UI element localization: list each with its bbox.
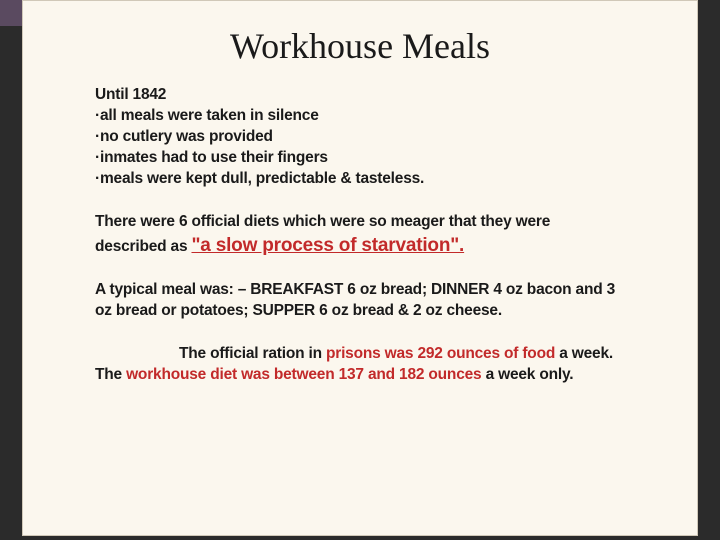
workhouse-ration-post: a week only. <box>481 366 573 383</box>
section-heading: Until 1842 <box>95 85 625 106</box>
slide-content: Until 1842 ·all meals were taken in sile… <box>23 85 697 386</box>
slide: Workhouse Meals Until 1842 ·all meals we… <box>22 0 698 536</box>
workhouse-ration-em: workhouse diet was between 137 and 182 o… <box>126 366 481 383</box>
prison-ration-post: a week. <box>555 345 613 362</box>
prison-ration-em: prisons was 292 ounces of food <box>326 345 555 362</box>
workhouse-ration-pre: The <box>95 366 126 383</box>
slide-title: Workhouse Meals <box>23 25 697 67</box>
section-ration-comparison: The official ration in prisons was 292 o… <box>95 344 625 386</box>
starvation-quote: "a slow process of starvation". <box>191 235 464 256</box>
bullet-item: ·no cutlery was provided <box>95 127 625 148</box>
typical-meal-text: A typical meal was: – BREAKFAST 6 oz bre… <box>95 281 615 319</box>
bullet-item: ·all meals were taken in silence <box>95 106 625 127</box>
section-1842: Until 1842 ·all meals were taken in sile… <box>95 85 625 190</box>
section-diets: There were 6 official diets which were s… <box>95 212 625 259</box>
prison-ration-pre: The official ration in <box>179 345 326 362</box>
section-typical-meal: A typical meal was: – BREAKFAST 6 oz bre… <box>95 280 625 322</box>
bullet-item: ·inmates had to use their fingers <box>95 148 625 169</box>
bullet-item: ·meals were kept dull, predictable & tas… <box>95 169 625 190</box>
